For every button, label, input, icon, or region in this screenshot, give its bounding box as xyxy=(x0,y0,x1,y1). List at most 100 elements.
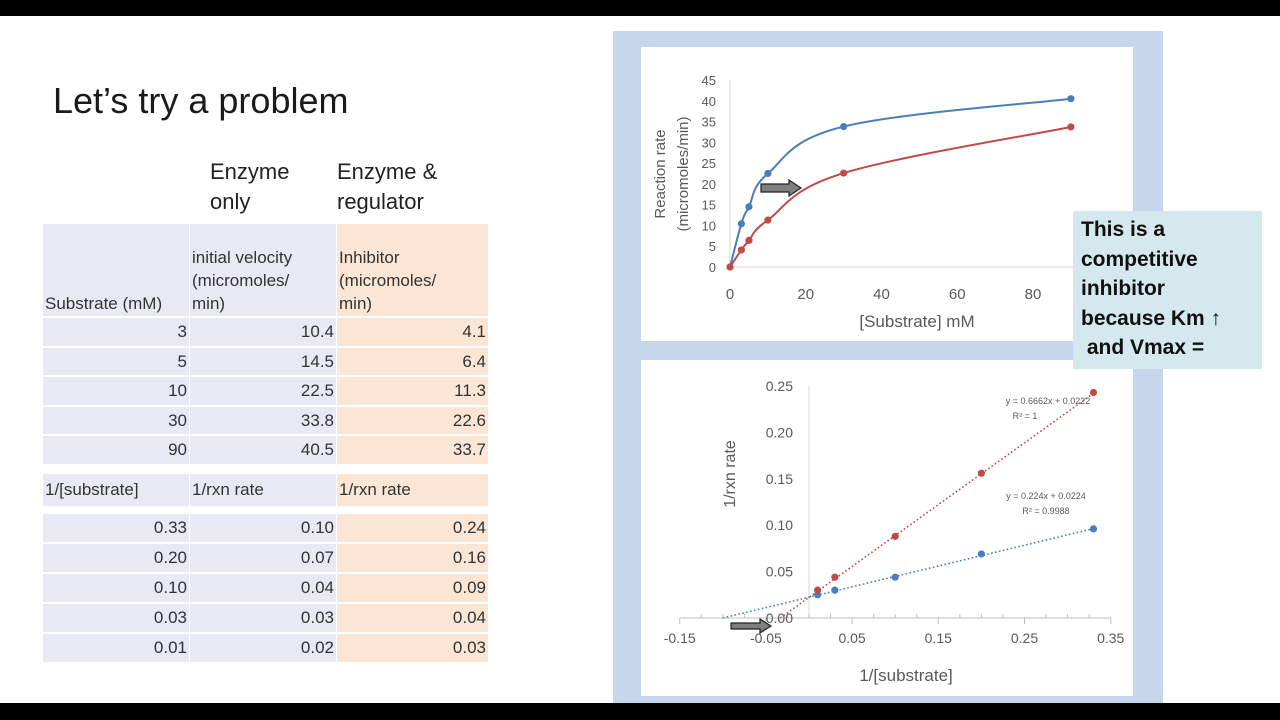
t2-cell: 0.10 xyxy=(43,574,189,602)
video-letterbox-bottom xyxy=(0,703,1280,720)
t2-cell: 0.07 xyxy=(190,544,336,572)
data-point xyxy=(737,246,745,254)
y-tick: 0.05 xyxy=(766,564,793,580)
t1-cell: 10 xyxy=(43,377,189,405)
inhibitor-trendline-r2: R² = 1 xyxy=(1013,411,1038,421)
x-tick: 40 xyxy=(873,286,890,303)
intercept-arrow-icon xyxy=(730,617,773,635)
data-point xyxy=(831,586,839,594)
heading-line: Enzyme xyxy=(210,159,290,184)
y-tick: 0.25 xyxy=(766,378,793,394)
y-tick: 35 xyxy=(702,115,716,130)
t1-cell: 3 xyxy=(43,318,189,346)
t2-cell: 0.02 xyxy=(190,634,336,662)
t1-cell: 22.6 xyxy=(337,406,488,434)
y-tick: 20 xyxy=(702,177,716,192)
t2-cell: 0.03 xyxy=(190,604,336,632)
t1-cell: 6.4 xyxy=(337,347,488,375)
data-point xyxy=(1089,525,1098,533)
slide-title: Let’s try a problem xyxy=(53,80,349,121)
x-axis-label: 1/[substrate] xyxy=(859,666,953,685)
y-tick: 0 xyxy=(709,260,716,275)
heading-line: Enzyme & xyxy=(337,159,438,184)
x-tick: 0 xyxy=(726,286,734,303)
t1-cell: 4.1 xyxy=(337,318,488,346)
x-tick: -0.05 xyxy=(750,630,782,646)
callout-line: inhibitor xyxy=(1081,277,1165,300)
data-point xyxy=(726,263,734,271)
data-point xyxy=(1089,388,1098,397)
t1-cell: 40.5 xyxy=(190,436,336,464)
heading-enzyme-only: Enzyme only xyxy=(210,157,289,217)
data-point xyxy=(977,469,986,477)
conclusion-callout: This is a competitive inhibitor because … xyxy=(1073,211,1262,369)
y-tick: 40 xyxy=(702,94,716,109)
t1-cell: 90 xyxy=(43,436,189,464)
header-text: (micromoles/ xyxy=(339,271,437,290)
y-axis-label-line2: (micromoles/min) xyxy=(675,116,692,231)
t2-cell: 0.20 xyxy=(43,544,189,572)
t2-cell: 0.16 xyxy=(337,544,488,572)
data-points xyxy=(814,388,1098,599)
table1-header-substrate: Substrate (mM) xyxy=(43,224,189,316)
data-point xyxy=(840,122,848,131)
data-points xyxy=(726,95,1075,271)
x-tick-labels: -0.15 -0.05 0.05 0.15 0.25 0.35 xyxy=(664,630,1125,646)
data-point xyxy=(737,220,745,228)
t1-cell: 22.5 xyxy=(190,377,336,405)
y-tick: 15 xyxy=(702,198,716,213)
data-point xyxy=(764,169,772,178)
x-tick: 0.25 xyxy=(1011,630,1038,646)
y-tick: 5 xyxy=(709,239,716,254)
t2-cell: 0.09 xyxy=(337,574,488,602)
callout-line: because Km ↑ xyxy=(1081,306,1222,330)
t2-cell: 0.03 xyxy=(337,634,488,662)
enzyme-only-trendline-equation: y = 0.224x + 0.0224 xyxy=(1006,491,1086,501)
data-point xyxy=(745,203,753,211)
callout-line: and Vmax = xyxy=(1081,336,1205,359)
t1-cell: 30 xyxy=(43,406,189,434)
lineweaver-burk-plot: 0.000.050.100.150.200.25 -0.15 -0.05 0.05 0… xyxy=(664,378,1125,685)
heading-enzyme-regulator: Enzyme & regulator xyxy=(337,157,437,217)
data-point xyxy=(764,216,772,224)
x-tick: 80 xyxy=(1025,286,1042,303)
y-tick: 0.20 xyxy=(766,424,793,440)
header-text: Substrate (mM) xyxy=(45,294,163,313)
t1-cell: 11.3 xyxy=(337,377,488,405)
michaelis-menten-chart: 0 5 10 15 20 25 30 35 40 45 0 20 40 60 80 Reaction ra… xyxy=(641,47,1133,341)
data-point xyxy=(977,550,986,558)
x-tick: 0.35 xyxy=(1097,630,1124,646)
y-tick-labels: 0.00 0.05 0.10 0.15 0.20 0.25 xyxy=(766,378,793,626)
t2-cell: 0.33 xyxy=(43,514,189,542)
data-point xyxy=(840,169,848,177)
data-point xyxy=(1067,123,1075,131)
callout-line: This is a xyxy=(1081,218,1166,241)
t1-cell: 33.8 xyxy=(190,406,336,434)
michaelis-menten-plot: 0 5 10 15 20 25 30 35 40 45 0 20 40 60 80 Reaction ra… xyxy=(652,73,1085,331)
table2-header-inv-rate: 1/rxn rate xyxy=(190,474,336,506)
header-text: initial velocity xyxy=(192,248,293,267)
y-tick: 25 xyxy=(702,156,716,171)
y-tick: 0.15 xyxy=(766,471,793,487)
x-tick: -0.15 xyxy=(664,630,696,646)
t1-cell: 33.7 xyxy=(337,436,488,464)
x-tick-labels: 0 20 40 60 80 xyxy=(726,286,1042,303)
x-tick: 0.15 xyxy=(925,630,952,646)
data-point xyxy=(831,573,839,581)
y-tick: 45 xyxy=(702,73,716,88)
t2-cell: 0.04 xyxy=(337,604,488,632)
table2-header-inv-substrate: 1/[substrate] xyxy=(43,474,189,506)
table1-header-inhibitor: Inhibitor (micromoles/ min) xyxy=(337,224,488,316)
t1-cell: 10.4 xyxy=(190,318,336,346)
t1-cell: 14.5 xyxy=(190,347,336,375)
inhibitor-trendline xyxy=(779,390,1097,619)
y-tick: 30 xyxy=(702,135,716,150)
inhibitor-trendline-equation: y = 0.6662x + 0.0222 xyxy=(1006,396,1091,406)
heading-line: only xyxy=(210,189,251,214)
data-point xyxy=(745,236,753,245)
t2-cell: 0.01 xyxy=(43,634,189,662)
header-text: min) xyxy=(192,294,226,313)
t2-cell: 0.03 xyxy=(43,604,189,632)
table1-header-velocity: initial velocity (micromoles/ min) xyxy=(190,224,336,316)
t2-cell: 0.10 xyxy=(190,514,336,542)
